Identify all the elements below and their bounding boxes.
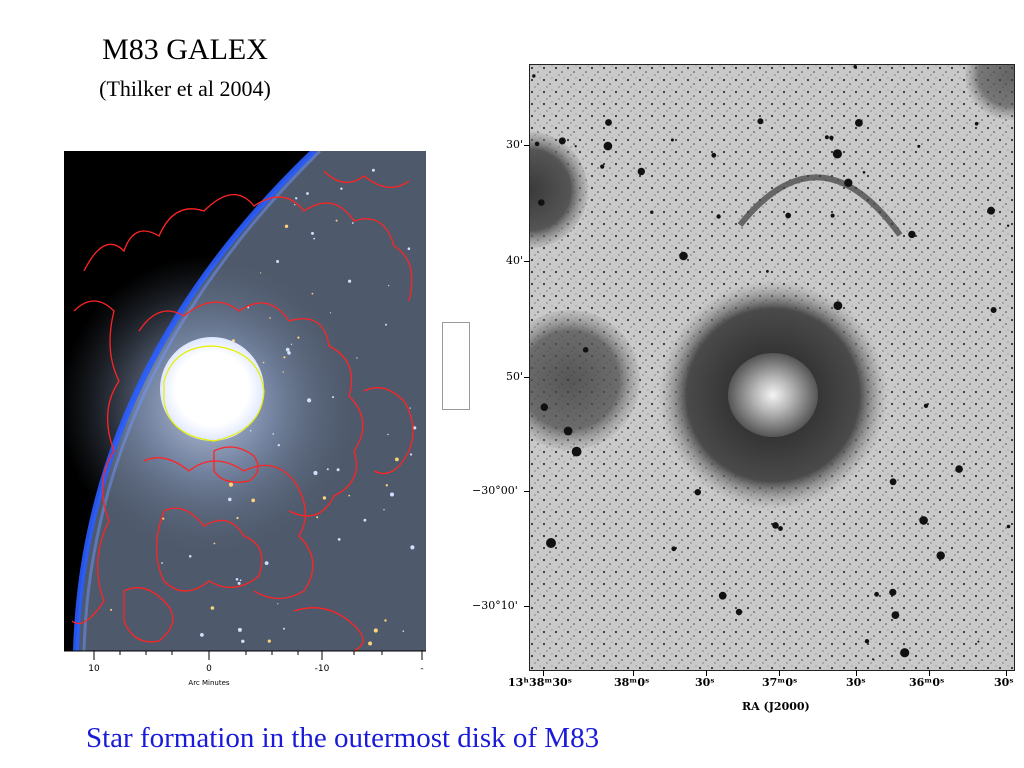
ra-label: 30ˢ [846,676,866,689]
galex-x-tick-label: 10 [88,664,100,674]
ra-axis-title: RA (J2000) [742,700,810,713]
ra-label: 13ʰ38ᵐ30ˢ [508,676,573,689]
dec-label: −30°00' [472,484,518,497]
ra-label: 30ˢ [994,676,1014,689]
galex-x-axis-label: Arc Minutes [188,679,229,687]
hi-contours [71,170,414,652]
dec-label: 50' [506,370,524,383]
galex-x-tick-label: - [420,664,423,674]
empty-frame [442,322,470,410]
dec-label: 30' [506,138,524,151]
optical-star-field [532,65,1011,661]
core-contour [163,345,265,442]
optical-image [530,65,1014,670]
galex-x-tick-label: -10 [315,664,330,674]
galex-x-tick-label: 0 [206,664,212,674]
ra-label: 30ˢ [695,676,715,689]
galex-image: 10 0 -10 - Arc Minutes [64,151,426,691]
dec-label: 40' [506,254,524,267]
ra-label: 38ᵐ0ˢ [614,676,650,689]
galex-x-axis-ticks [93,651,423,660]
galex-image-panel: 10 0 -10 - Arc Minutes [64,151,426,691]
slide-caption: Star formation in the outermost disk of … [86,722,600,754]
optical-image-panel [529,64,1015,671]
ra-label: 36ᵐ0ˢ [909,676,945,689]
slide-subtitle: (Thilker et al 2004) [99,76,271,101]
slide-title: M83 GALEX [102,33,268,66]
dec-label: −30°10' [472,599,518,612]
ra-label: 37ᵐ0ˢ [762,676,798,689]
